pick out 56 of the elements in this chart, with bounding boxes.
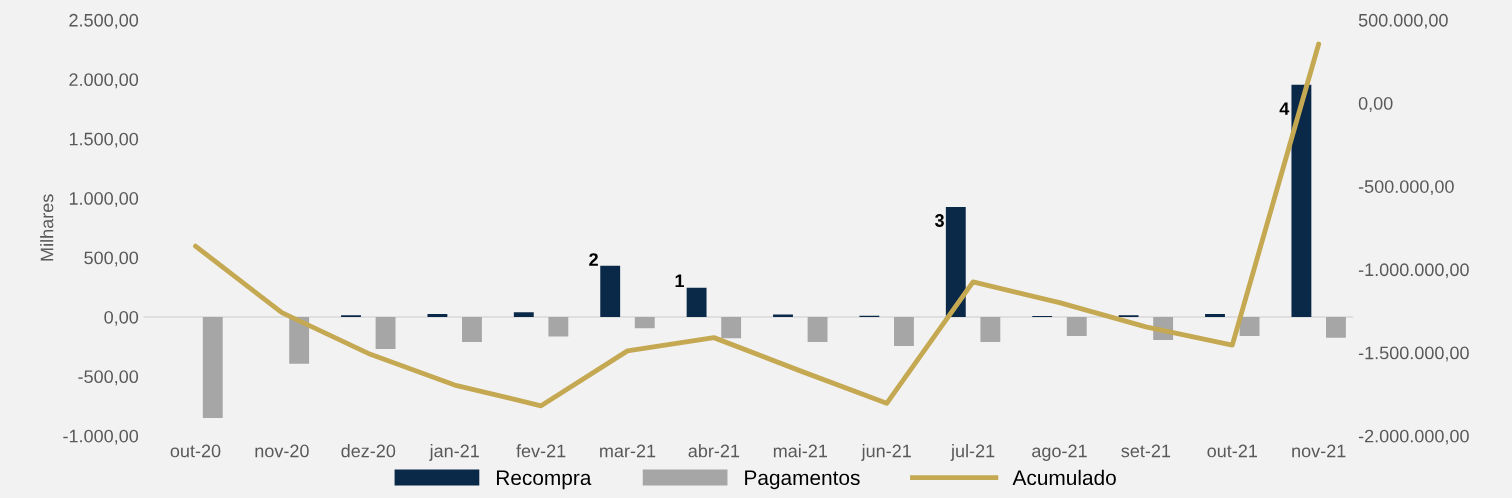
bar [202,316,223,418]
y-tick-label: 2.500,00 [69,13,139,29]
y-tick-label: 1.500,00 [69,132,139,148]
y2-tick-label: -2.000.000,00 [1358,429,1469,445]
line-series [193,41,1322,409]
y-tick-label: 2.000,00 [69,73,139,89]
y-tick-label: -1.000,00 [63,429,139,445]
y2-tick-label: 0,00 [1358,97,1393,112]
bar [980,316,1001,342]
annotation: 2 [589,253,598,266]
bar [894,316,914,347]
y2-tick-label: -500.000,00 [1358,180,1454,196]
x-tick-label: abr-21 [688,444,740,458]
bar [634,316,655,329]
x-tick-label: mar-21 [600,444,656,458]
y-tick-label: 1.000,00 [69,192,139,207]
x-tick-label: out-21 [1207,444,1257,458]
x-tick-label: dez-20 [341,444,396,458]
bar [1291,84,1312,317]
bar [375,316,396,350]
y-tick-label: 0,00 [104,310,139,326]
y-axis-title: Milhares [40,194,54,261]
x-tick-label: fev-21 [516,444,566,458]
x-tick-label: jul-21 [950,444,995,461]
bar [548,316,569,337]
x-tick-label: jan-21 [429,444,479,461]
x-tick-label: nov-21 [1292,444,1346,458]
bar [600,265,621,317]
bar [1239,316,1260,336]
y2-tick-label: -1.000.000,00 [1358,263,1469,279]
x-tick-label: jun-21 [861,444,911,461]
x-tick-label: set-21 [1121,444,1171,458]
bar [1205,313,1225,317]
x-tick-label: ago-21 [1032,444,1087,461]
bar [1326,316,1346,338]
legend-label: Recompra [496,470,592,490]
legend-label: Pagamentos [745,470,860,490]
bar [513,312,534,317]
bar [721,316,742,339]
bar [462,316,482,342]
legend-label: Acumulado [1012,469,1116,486]
annotation: 3 [934,214,944,227]
x-tick-label: out-20 [170,444,221,458]
x-tick-label: nov-20 [255,444,309,458]
bar [807,316,828,342]
y2-tick-label: -1.500.000,00 [1358,346,1469,362]
annotation: 4 [1279,102,1290,115]
x-tick-label: mai-21 [773,444,827,458]
bar [945,207,966,317]
annotation: 1 [675,274,685,287]
bar [686,287,707,317]
y-tick-label: 500,00 [84,251,139,267]
bar [1066,316,1087,336]
y-tick-label: -500,00 [78,370,139,386]
y2-tick-label: 500.000,00 [1358,13,1448,29]
bar [427,313,448,317]
